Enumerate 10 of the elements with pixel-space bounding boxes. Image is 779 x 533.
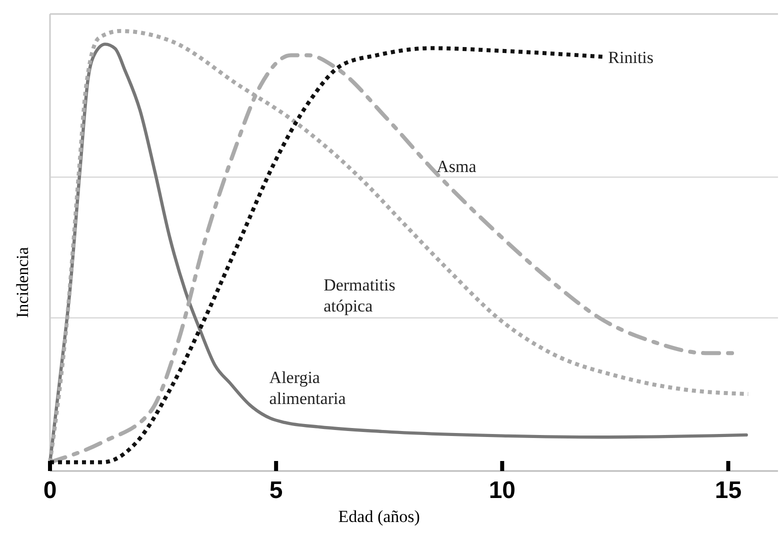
text: Dermatitis atópica — [324, 276, 396, 316]
y-axis-title: Incidencia — [13, 246, 32, 318]
series-label: Rinitis — [608, 48, 654, 67]
x-tick-label: 10 — [488, 477, 516, 504]
x-tick-label: 0 — [43, 477, 57, 504]
series-label: Asma — [436, 156, 477, 176]
x-tick-label: 15 — [714, 477, 742, 504]
x-tick-label: 5 — [269, 477, 283, 504]
series-label: Alergia alimentaria — [269, 368, 346, 408]
x-axis-title: Edad (años) — [338, 507, 420, 526]
